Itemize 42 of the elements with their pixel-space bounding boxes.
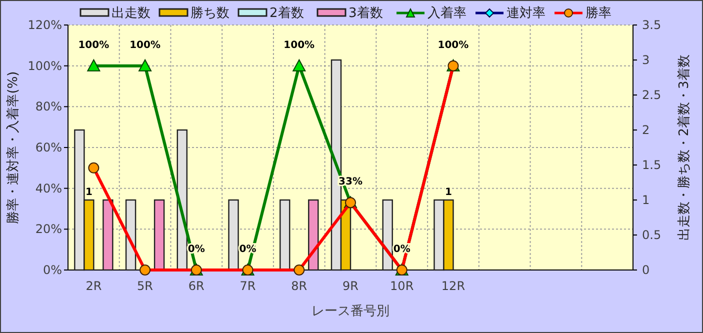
- y2-tick-label: 0: [642, 263, 650, 277]
- x-tick-label: 6R: [188, 279, 204, 293]
- y-tick-label: 120%: [28, 18, 62, 32]
- y-tick-label: 80%: [35, 100, 62, 114]
- x-axis-title: レース番号別: [312, 304, 390, 319]
- data-label: 1: [444, 187, 452, 198]
- y-tick-label: 60%: [35, 140, 62, 154]
- y-tick-label: 100%: [28, 58, 62, 73]
- data-label: 100%: [438, 40, 469, 51]
- y2-tick-label: 2.5: [642, 88, 662, 102]
- data-label: 100%: [130, 40, 160, 51]
- bar: [308, 199, 319, 271]
- legend-label: 勝率: [586, 5, 612, 21]
- bar: [382, 199, 393, 271]
- legend-label: 入着率: [428, 5, 466, 21]
- y2-tick-label: 3: [642, 53, 650, 67]
- legend-label: 勝ち数: [190, 6, 230, 21]
- legend-label: 3着数: [348, 5, 383, 21]
- y-tick-label: 40%: [35, 181, 62, 196]
- legend-label: 出走数: [112, 6, 150, 21]
- x-tick-label: 12R: [441, 279, 466, 293]
- y-tick-label: 20%: [35, 222, 62, 236]
- y2-tick-label: 3.5: [642, 18, 662, 32]
- x-tick-label: 2R: [86, 279, 102, 293]
- bar: [102, 199, 114, 271]
- x-tick-label: 7R: [240, 279, 256, 293]
- y2-tick-label: 1.5: [642, 158, 662, 172]
- x-tick-label: 5R: [137, 279, 154, 293]
- y2-axis-title: 出走数・勝ち数・2着数・3着数: [676, 54, 692, 240]
- y2-tick-label: 1: [642, 193, 650, 207]
- y-tick-label: 0%: [42, 263, 62, 277]
- y2-tick-label: 0.5: [642, 228, 662, 242]
- data-label: 100%: [78, 40, 110, 51]
- x-tick-label: 10R: [390, 279, 414, 293]
- data-label: 1: [85, 187, 92, 198]
- legend-label: 2着数: [270, 5, 304, 21]
- data-label: 100%: [284, 40, 315, 51]
- y2-tick-label: 2: [642, 123, 650, 137]
- x-tick-label: 8R: [291, 279, 308, 293]
- legend-label: 連対率: [506, 5, 546, 21]
- x-tick-label: 9R: [342, 279, 358, 293]
- y-axis-title: 勝率・連対率・入着率(%): [5, 71, 21, 224]
